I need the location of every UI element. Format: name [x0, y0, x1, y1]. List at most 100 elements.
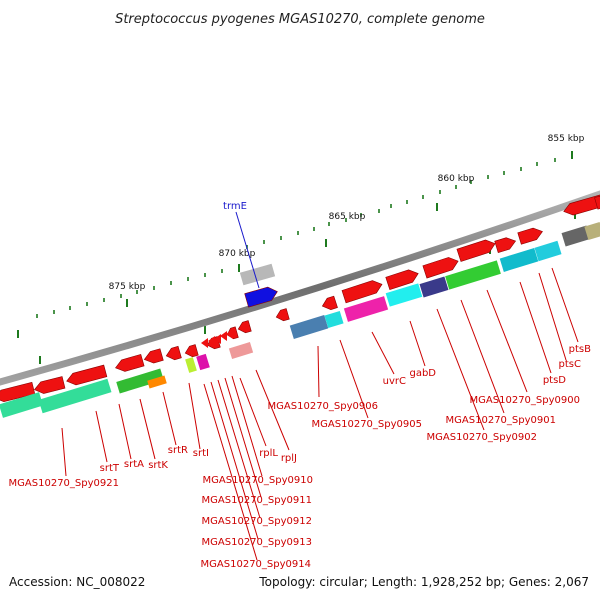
gene-label-spy0902: MGAS10270_Spy0902: [427, 432, 537, 443]
gene-arrow: [594, 195, 600, 210]
cog-block: [196, 353, 210, 371]
gene-arrow: [226, 329, 233, 339]
gene-label-spy0913: MGAS10270_Spy0913: [202, 537, 312, 548]
gene-features: [0, 194, 600, 418]
leader-srtK: [139, 398, 156, 460]
leader-srtA: [118, 403, 132, 460]
cog-block: [0, 392, 44, 418]
genome-backbone: [0, 190, 600, 386]
cog-block: [185, 357, 197, 373]
cog-block: [324, 310, 344, 329]
cog-block: [289, 315, 329, 339]
leader-spy0901: [460, 299, 505, 414]
leader-ptsB: [551, 267, 579, 343]
cog-block: [534, 240, 562, 262]
gene-arrow: [66, 364, 108, 386]
leader-spy0902: [436, 308, 485, 431]
gene-label-srtK: srtK: [148, 460, 168, 471]
scale-label-875: 875 kbp: [109, 282, 146, 292]
gene-label-spy0910: MGAS10270_Spy0910: [203, 475, 313, 486]
gene-arrow: [563, 194, 600, 216]
gene-arrow: [237, 320, 252, 334]
gene-arrow: [33, 376, 66, 394]
gene-arrow: [422, 257, 459, 279]
gene-arrow: [201, 338, 208, 348]
gene-label-spy0912: MGAS10270_Spy0912: [202, 516, 312, 527]
gene-label-spy0911: MGAS10270_Spy0911: [202, 495, 312, 506]
trmE-label: trmE: [223, 201, 247, 212]
cog-block: [499, 248, 539, 272]
leader-uvrC: [371, 331, 395, 375]
gene-arrow: [184, 344, 199, 358]
cog-block: [419, 276, 449, 298]
gene-label-srtR: srtR: [168, 445, 188, 456]
genome-summary-text: Topology: circular; Length: 1,928,252 bp…: [258, 575, 589, 589]
gene-arrow: [494, 237, 517, 254]
leader-spy0911: [224, 377, 262, 498]
gene-label-spy0905: MGAS10270_Spy0905: [312, 419, 422, 430]
leader-spy0913: [210, 381, 259, 540]
gene-arrow: [214, 334, 221, 344]
gene-label-spy0921: MGAS10270_Spy0921: [9, 478, 119, 489]
gene-arrow: [456, 239, 496, 262]
gene-label-spy0901: MGAS10270_Spy0901: [446, 415, 556, 426]
leader-rplL: [239, 377, 267, 447]
gene-label-ptsB: ptsB: [569, 344, 591, 355]
scale-labels: 855 kbp 860 kbp 865 kbp 870 kbp 875 kbp: [109, 134, 585, 292]
gene-arrow: [165, 345, 182, 361]
gene-arrow: [321, 295, 338, 311]
gene-arrow: [220, 331, 227, 341]
cog-block: [561, 225, 591, 247]
scale-label-860: 860 kbp: [438, 174, 475, 184]
leader-ptsC: [538, 272, 567, 361]
gene-label-srtA: srtA: [124, 459, 144, 470]
gene-label-rplJ: rplJ: [281, 453, 297, 464]
gene-label-spy0906: MGAS10270_Spy0906: [268, 401, 378, 412]
leader-spy0910: [231, 375, 263, 477]
gene-arrow: [385, 269, 419, 291]
trmE-gene-grey-block: [239, 263, 276, 286]
gene-label-rplL: rplL: [259, 448, 278, 459]
cog-block: [147, 375, 167, 389]
map-title: Streptococcus pyogenes MGAS10270, comple…: [115, 12, 485, 27]
gene-label-srtI: srtI: [193, 448, 209, 459]
cog-block: [445, 260, 501, 290]
gene-label-ptsD: ptsD: [543, 375, 566, 386]
gene-arrow: [517, 227, 543, 245]
leader-srtT: [95, 410, 108, 463]
cog-block: [343, 296, 389, 322]
leader-ptsD: [519, 281, 552, 374]
gene-label-spy0914: MGAS10270_Spy0914: [201, 559, 311, 570]
gene-label-gabD: gabD: [409, 368, 436, 379]
gene-arrow: [208, 336, 215, 346]
cog-block: [38, 378, 112, 414]
cog-block: [385, 283, 423, 307]
gene-arrow: [143, 348, 164, 364]
leader-spy0914: [203, 383, 258, 561]
cog-block: [584, 221, 600, 241]
gene-label-ptsC: ptsC: [559, 359, 581, 370]
leader-spy0905: [339, 339, 369, 419]
leader-gabD: [409, 320, 426, 367]
gene-label-srtT: srtT: [100, 463, 120, 474]
gene-arrow: [115, 354, 145, 372]
leader-spy0921: [61, 427, 67, 477]
gene-label-uvrC: uvrC: [383, 376, 406, 387]
trmE-gene-arrow: [244, 286, 278, 308]
scale-label-865: 865 kbp: [329, 212, 366, 222]
trmE-leader-line: [235, 211, 260, 289]
gene-arrow: [275, 308, 290, 322]
leader-rplJ: [255, 369, 290, 451]
gene-labels: ptsB ptsC ptsD MGAS10270_Spy0900 MGAS102…: [9, 344, 592, 570]
scale-ticks: [17, 151, 576, 364]
leader-srtI: [188, 382, 201, 450]
cog-block: [116, 368, 164, 394]
leader-spy0900: [486, 289, 528, 393]
cog-block: [228, 342, 254, 359]
scale-label-870: 870 kbp: [219, 249, 256, 259]
leader-spy0912: [217, 379, 261, 519]
gene-label-leaders: [61, 267, 579, 561]
leader-srtR: [162, 391, 177, 446]
leader-spy0906: [317, 345, 320, 398]
